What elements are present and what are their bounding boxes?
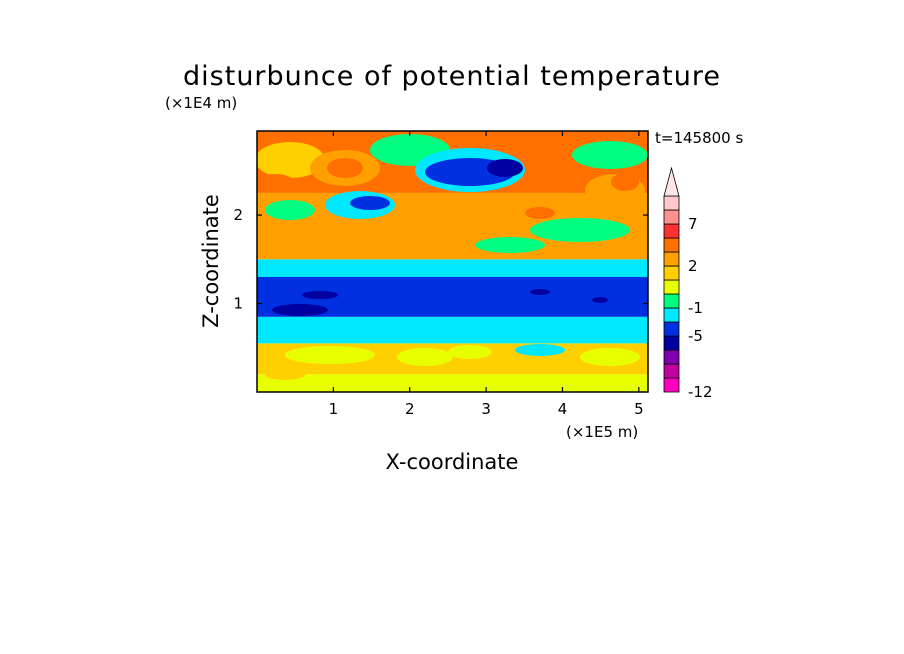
- heatmap-feature: [530, 289, 550, 295]
- heatmap-feature: [375, 231, 465, 249]
- colorbar-tick-label: 7: [688, 215, 698, 233]
- x-tick-label: 1: [329, 400, 339, 418]
- colorbar-swatch: [663, 265, 680, 281]
- colorbar-swatch: [663, 251, 680, 267]
- colorbar-tick-label: -12: [688, 383, 713, 401]
- heatmap-feature: [515, 344, 565, 356]
- heatmap-band: [257, 316, 648, 344]
- colorbar-tick-label: -1: [688, 299, 703, 317]
- heatmap-plot-area: [257, 131, 648, 392]
- colorbar-swatch: [663, 223, 680, 239]
- heatmap-band: [257, 259, 648, 277]
- colorbar-tick-label: -5: [688, 327, 703, 345]
- heatmap-feature: [448, 345, 492, 359]
- heatmap-feature: [530, 218, 630, 242]
- colorbar-swatch: [663, 363, 680, 379]
- heatmap-feature: [572, 141, 648, 169]
- y-axis: 12: [233, 206, 648, 313]
- x-tick-label: 2: [405, 400, 415, 418]
- heatmap-feature: [592, 297, 608, 303]
- heatmap-feature: [487, 159, 523, 177]
- x-tick-label: 4: [558, 400, 568, 418]
- heatmap-feature: [525, 207, 555, 219]
- colorbar-swatch: [663, 335, 680, 351]
- colorbar-swatch: [663, 321, 680, 337]
- colorbar: -12-5-127: [663, 166, 713, 401]
- colorbar-tick-label: 2: [688, 257, 698, 275]
- chart-title: disturbunce of potential temperature: [183, 61, 721, 92]
- colorbar-swatch: [663, 237, 680, 253]
- heatmap-band: [257, 374, 648, 392]
- colorbar-swatch: [663, 349, 680, 365]
- colorbar-swatch: [663, 195, 680, 211]
- heatmap-feature: [580, 348, 640, 366]
- heatmap-feature: [475, 237, 545, 253]
- y-tick-label: 1: [233, 295, 243, 313]
- x-axis-label: X-coordinate: [386, 450, 519, 474]
- x-tick-label: 3: [481, 400, 491, 418]
- x-tick-label: 5: [634, 400, 644, 418]
- heatmap-feature: [327, 158, 363, 178]
- y-tick-label: 2: [233, 206, 243, 224]
- heatmap-feature: [265, 200, 315, 220]
- heatmap-feature: [350, 196, 390, 210]
- heatmap-feature: [257, 174, 295, 192]
- colorbar-swatch: [663, 209, 680, 225]
- heatmap-feature: [285, 346, 375, 364]
- colorbar-swatch: [663, 279, 680, 295]
- heatmap-feature: [265, 370, 305, 380]
- heatmap-feature: [611, 173, 639, 191]
- heatmap-feature: [257, 142, 325, 178]
- colorbar-extend-arrow: [663, 166, 680, 197]
- colorbar-swatch: [663, 377, 680, 393]
- heatmap-feature: [272, 304, 328, 316]
- heatmap-feature: [397, 348, 453, 366]
- heatmap-features: [257, 134, 648, 380]
- heatmap-feature: [410, 194, 490, 222]
- colorbar-swatch: [663, 307, 680, 323]
- heatmap-feature: [260, 235, 340, 255]
- colorbar-swatch: [663, 293, 680, 309]
- time-label: t=145800 s: [655, 129, 743, 147]
- plot-frame: [256, 130, 649, 393]
- heatmap-feature: [302, 291, 338, 299]
- x-axis: 1 2 3 4 5: [329, 131, 644, 418]
- y-unit-label: (×1E4 m): [165, 94, 237, 112]
- y-axis-label: Z-coordinate: [199, 194, 223, 328]
- x-unit-label: (×1E5 m): [566, 423, 638, 441]
